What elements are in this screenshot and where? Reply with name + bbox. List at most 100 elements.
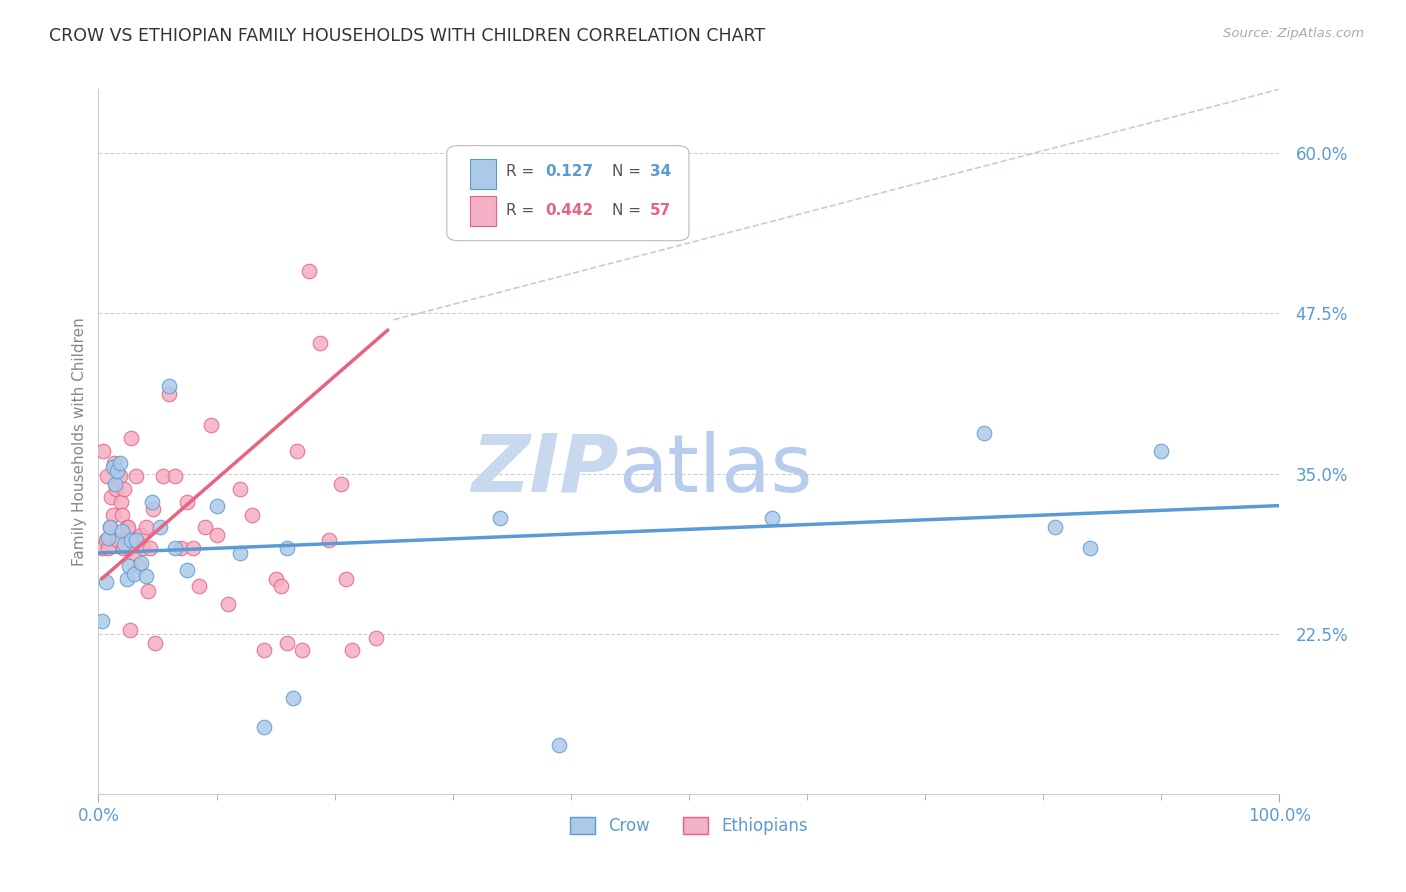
Point: [229, 546, 252, 560]
Point: [142, 502, 165, 516]
Point: [181, 541, 204, 555]
Point: [112, 541, 135, 555]
Point: [125, 533, 148, 548]
Point: [122, 546, 145, 560]
Point: [97, 541, 120, 555]
Point: [94, 533, 117, 548]
Point: [112, 482, 135, 496]
Text: N =: N =: [612, 164, 645, 178]
Point: [149, 520, 172, 534]
Point: [132, 541, 155, 555]
Text: 57: 57: [650, 203, 671, 219]
Point: [135, 520, 157, 534]
Point: [118, 558, 141, 573]
Point: [217, 597, 239, 611]
Text: Source: ZipAtlas.com: Source: ZipAtlas.com: [1223, 27, 1364, 40]
Point: [1043, 520, 1066, 534]
Point: [111, 508, 134, 522]
Point: [170, 541, 193, 555]
Point: [139, 541, 162, 555]
Point: [112, 537, 135, 551]
Point: [103, 456, 125, 470]
Point: [136, 584, 159, 599]
Point: [318, 533, 340, 548]
Point: [129, 556, 152, 570]
Point: [128, 558, 150, 573]
Point: [115, 572, 138, 586]
Point: [276, 636, 298, 650]
Point: [105, 464, 128, 478]
Point: [285, 443, 308, 458]
Text: ZIP: ZIP: [471, 431, 619, 508]
Point: [101, 460, 124, 475]
Point: [309, 335, 332, 350]
Point: [96, 469, 118, 483]
Point: [121, 431, 143, 445]
Point: [120, 623, 142, 637]
Text: R =: R =: [506, 164, 538, 178]
Text: N =: N =: [612, 203, 645, 219]
Point: [118, 541, 141, 555]
Point: [283, 690, 305, 705]
Point: [165, 541, 187, 555]
Point: [143, 636, 166, 650]
Point: [141, 495, 163, 509]
Point: [194, 520, 217, 534]
FancyBboxPatch shape: [447, 145, 689, 241]
Point: [1150, 443, 1173, 458]
Text: atlas: atlas: [619, 431, 813, 508]
Point: [176, 495, 198, 509]
Point: [117, 520, 139, 534]
Point: [489, 511, 512, 525]
Point: [270, 579, 292, 593]
Point: [105, 482, 128, 496]
Point: [264, 572, 287, 586]
Text: 0.442: 0.442: [546, 203, 593, 219]
Point: [101, 508, 124, 522]
Point: [104, 476, 127, 491]
Point: [125, 469, 148, 483]
Point: [91, 443, 114, 458]
Point: [973, 425, 995, 440]
Point: [200, 417, 222, 432]
Point: [157, 387, 180, 401]
Bar: [471, 196, 496, 226]
Point: [98, 520, 121, 534]
Point: [298, 264, 321, 278]
Point: [91, 541, 114, 555]
Point: [229, 482, 252, 496]
Point: [97, 531, 120, 545]
Point: [129, 528, 152, 542]
Legend: Crow, Ethiopians: Crow, Ethiopians: [562, 811, 815, 842]
Point: [364, 631, 387, 645]
Point: [342, 643, 364, 657]
Text: 0.127: 0.127: [546, 164, 593, 178]
Bar: [471, 160, 496, 189]
Point: [105, 533, 128, 548]
Text: R =: R =: [506, 203, 538, 219]
Point: [135, 569, 157, 583]
Point: [761, 511, 783, 525]
Point: [152, 469, 174, 483]
Point: [157, 379, 180, 393]
Point: [290, 643, 312, 657]
Point: [100, 490, 122, 504]
Point: [108, 469, 131, 483]
Point: [253, 643, 276, 657]
Text: CROW VS ETHIOPIAN FAMILY HOUSEHOLDS WITH CHILDREN CORRELATION CHART: CROW VS ETHIOPIAN FAMILY HOUSEHOLDS WITH…: [49, 27, 765, 45]
Point: [335, 572, 357, 586]
Point: [205, 499, 228, 513]
Point: [98, 520, 121, 534]
Text: 34: 34: [650, 164, 671, 178]
Y-axis label: Family Households with Children: Family Households with Children: [72, 318, 87, 566]
Point: [122, 566, 145, 581]
Point: [108, 456, 131, 470]
Point: [329, 476, 352, 491]
Point: [176, 563, 198, 577]
Point: [205, 528, 228, 542]
Point: [91, 614, 114, 628]
Point: [240, 508, 263, 522]
Point: [110, 495, 132, 509]
Point: [276, 541, 298, 555]
Point: [94, 575, 117, 590]
